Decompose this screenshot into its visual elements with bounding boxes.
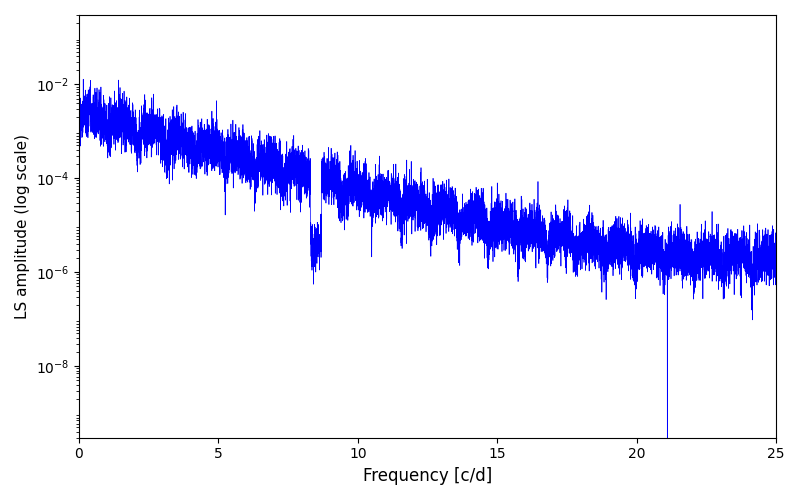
X-axis label: Frequency [c/d]: Frequency [c/d] bbox=[363, 467, 492, 485]
Y-axis label: LS amplitude (log scale): LS amplitude (log scale) bbox=[15, 134, 30, 319]
